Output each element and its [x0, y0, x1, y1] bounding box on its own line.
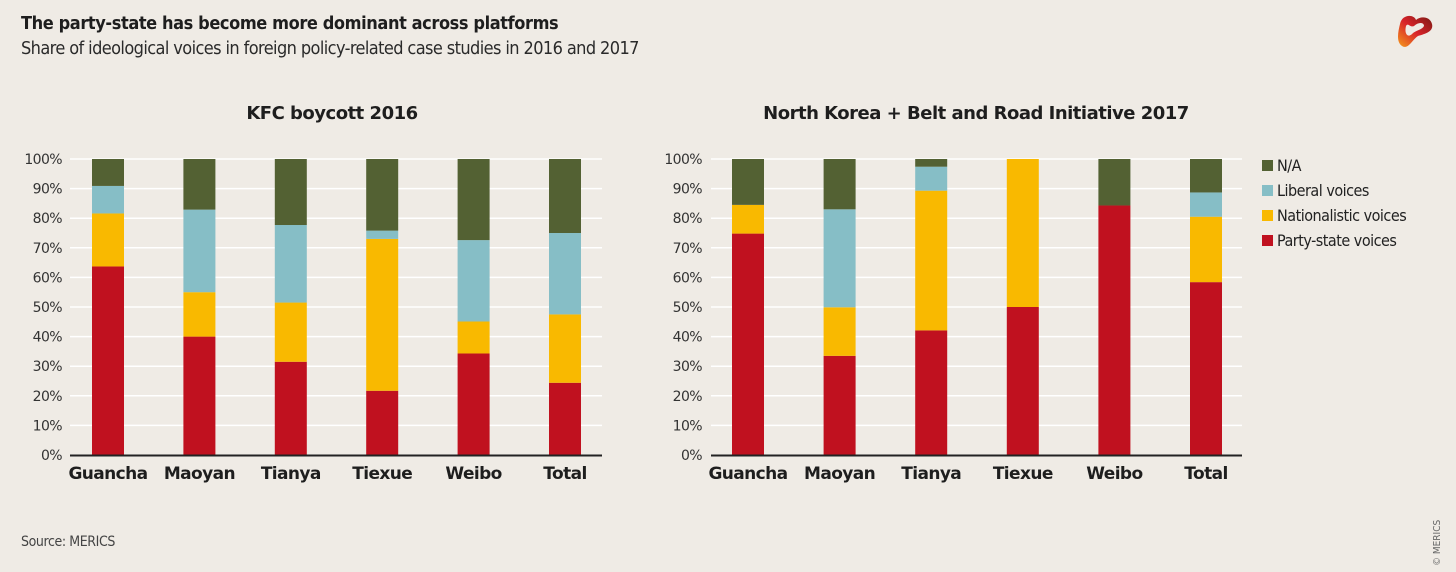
bar-segment-na — [183, 159, 216, 210]
panel-title: KFC boycott 2016 — [246, 103, 417, 124]
bar-segment-party-state — [183, 336, 216, 455]
bar-segment-na — [823, 159, 856, 210]
legend-swatch-liberal — [1262, 185, 1273, 196]
bar-segment-party-state — [366, 390, 399, 455]
bar-segment-nationalistic — [915, 190, 948, 331]
source-note: Source: MERICS — [21, 534, 115, 550]
chart-subtitle: Share of ideological voices in foreign p… — [21, 38, 639, 59]
bar-segment-na — [549, 159, 581, 233]
y-tick-label: 40% — [673, 330, 703, 346]
y-tick-label: 80% — [673, 211, 703, 227]
y-tick-label: 60% — [673, 270, 703, 286]
x-tick-label: Tianya — [901, 464, 961, 484]
bar-segment-party-state — [1006, 307, 1039, 455]
y-tick-label: 20% — [673, 389, 703, 405]
bar-segment-party-state — [1190, 282, 1222, 455]
bar-segment-nationalistic — [274, 302, 307, 362]
y-tick-label: 0% — [681, 448, 702, 464]
x-tick-label: Guancha — [68, 464, 147, 484]
legend-swatch-na — [1262, 160, 1273, 171]
bar-segment-nationalistic — [549, 314, 581, 383]
x-tick-label: Weibo — [1086, 464, 1142, 484]
y-tick-label: 40% — [33, 330, 63, 346]
y-tick-label: 50% — [33, 300, 63, 316]
bar-segment-nationalistic — [1190, 216, 1222, 283]
y-tick-label: 30% — [673, 359, 703, 375]
y-tick-label: 10% — [33, 418, 63, 434]
y-tick-label: 100% — [24, 152, 62, 168]
bar-segment-na — [1098, 159, 1131, 206]
copyright-note: © MERICS — [1432, 519, 1443, 566]
bar-segment-liberal — [92, 185, 124, 214]
legend-swatch-nationalistic — [1262, 210, 1273, 221]
bar-segment-party-state — [92, 266, 124, 455]
y-tick-label: 70% — [673, 241, 703, 257]
legend-item-na: N/A — [1262, 153, 1406, 178]
legend-label: Nationalistic voices — [1277, 206, 1407, 225]
x-tick-label: Tiexue — [993, 464, 1053, 484]
bar-segment-na — [274, 159, 307, 226]
y-tick-label: 90% — [33, 182, 63, 198]
y-tick-label: 0% — [41, 448, 62, 464]
y-tick-label: 80% — [33, 211, 63, 227]
y-tick-label: 90% — [673, 182, 703, 198]
bar-segment-na — [732, 159, 764, 205]
legend: N/A Liberal voices Nationalistic voices … — [1262, 153, 1407, 253]
bar-segment-liberal — [457, 240, 490, 322]
legend-item-nationalistic: Nationalistic voices — [1262, 203, 1407, 228]
bar-segment-party-state — [915, 330, 948, 455]
x-tick-label: Maoyan — [164, 464, 235, 484]
bar-segment-party-state — [732, 233, 764, 455]
bar-segment-na — [366, 159, 399, 231]
legend-swatch-party-state — [1262, 235, 1273, 246]
bar-segment-na — [92, 159, 124, 186]
legend-item-liberal: Liberal voices — [1262, 178, 1406, 203]
y-tick-label: 60% — [33, 270, 63, 286]
bar-segment-nationalistic — [823, 307, 856, 356]
x-tick-label: Total — [543, 464, 586, 484]
bar-segment-liberal — [183, 209, 216, 293]
bar-segment-liberal — [274, 225, 307, 303]
merics-logo-icon — [1398, 15, 1433, 47]
bar-segment-party-state — [823, 355, 856, 455]
bar-segment-nationalistic — [366, 238, 399, 391]
bar-segment-party-state — [457, 353, 490, 455]
y-tick-label: 100% — [664, 152, 702, 168]
bar-segment-liberal — [366, 230, 399, 239]
legend-item-party-state: Party-state voices — [1262, 228, 1406, 253]
bar-segment-nationalistic — [732, 204, 764, 234]
x-tick-label: Maoyan — [804, 464, 875, 484]
y-tick-label: 30% — [33, 359, 63, 375]
legend-label: Liberal voices — [1277, 181, 1369, 200]
bar-segment-liberal — [549, 233, 581, 315]
bar-segment-nationalistic — [1006, 159, 1039, 307]
y-tick-label: 10% — [673, 418, 703, 434]
bar-segment-nationalistic — [183, 292, 216, 337]
legend-label: Party-state voices — [1277, 231, 1397, 250]
bar-segment-nationalistic — [457, 321, 490, 354]
bar-segment-na — [1190, 159, 1222, 193]
y-tick-label: 50% — [673, 300, 703, 316]
bar-segment-party-state — [274, 361, 307, 455]
bar-segment-liberal — [915, 166, 948, 191]
bar-segment-na — [457, 159, 490, 241]
x-tick-label: Weibo — [445, 464, 501, 484]
bar-segment-party-state — [1098, 205, 1131, 455]
bar-segment-na — [915, 159, 948, 167]
bar-segment-liberal — [1190, 192, 1222, 217]
bar-segment-liberal — [823, 209, 856, 308]
x-tick-label: Tiexue — [352, 464, 412, 484]
x-tick-label: Tianya — [261, 464, 321, 484]
bar-segment-nationalistic — [92, 213, 124, 267]
x-tick-label: Total — [1184, 464, 1227, 484]
bar-segment-party-state — [549, 382, 581, 455]
panel-title: North Korea + Belt and Road Initiative 2… — [763, 103, 1189, 124]
chart-title: The party-state has become more dominant… — [21, 13, 559, 34]
legend-label: N/A — [1277, 156, 1301, 175]
y-tick-label: 70% — [33, 241, 63, 257]
y-tick-label: 20% — [33, 389, 63, 405]
x-tick-label: Guancha — [708, 464, 787, 484]
